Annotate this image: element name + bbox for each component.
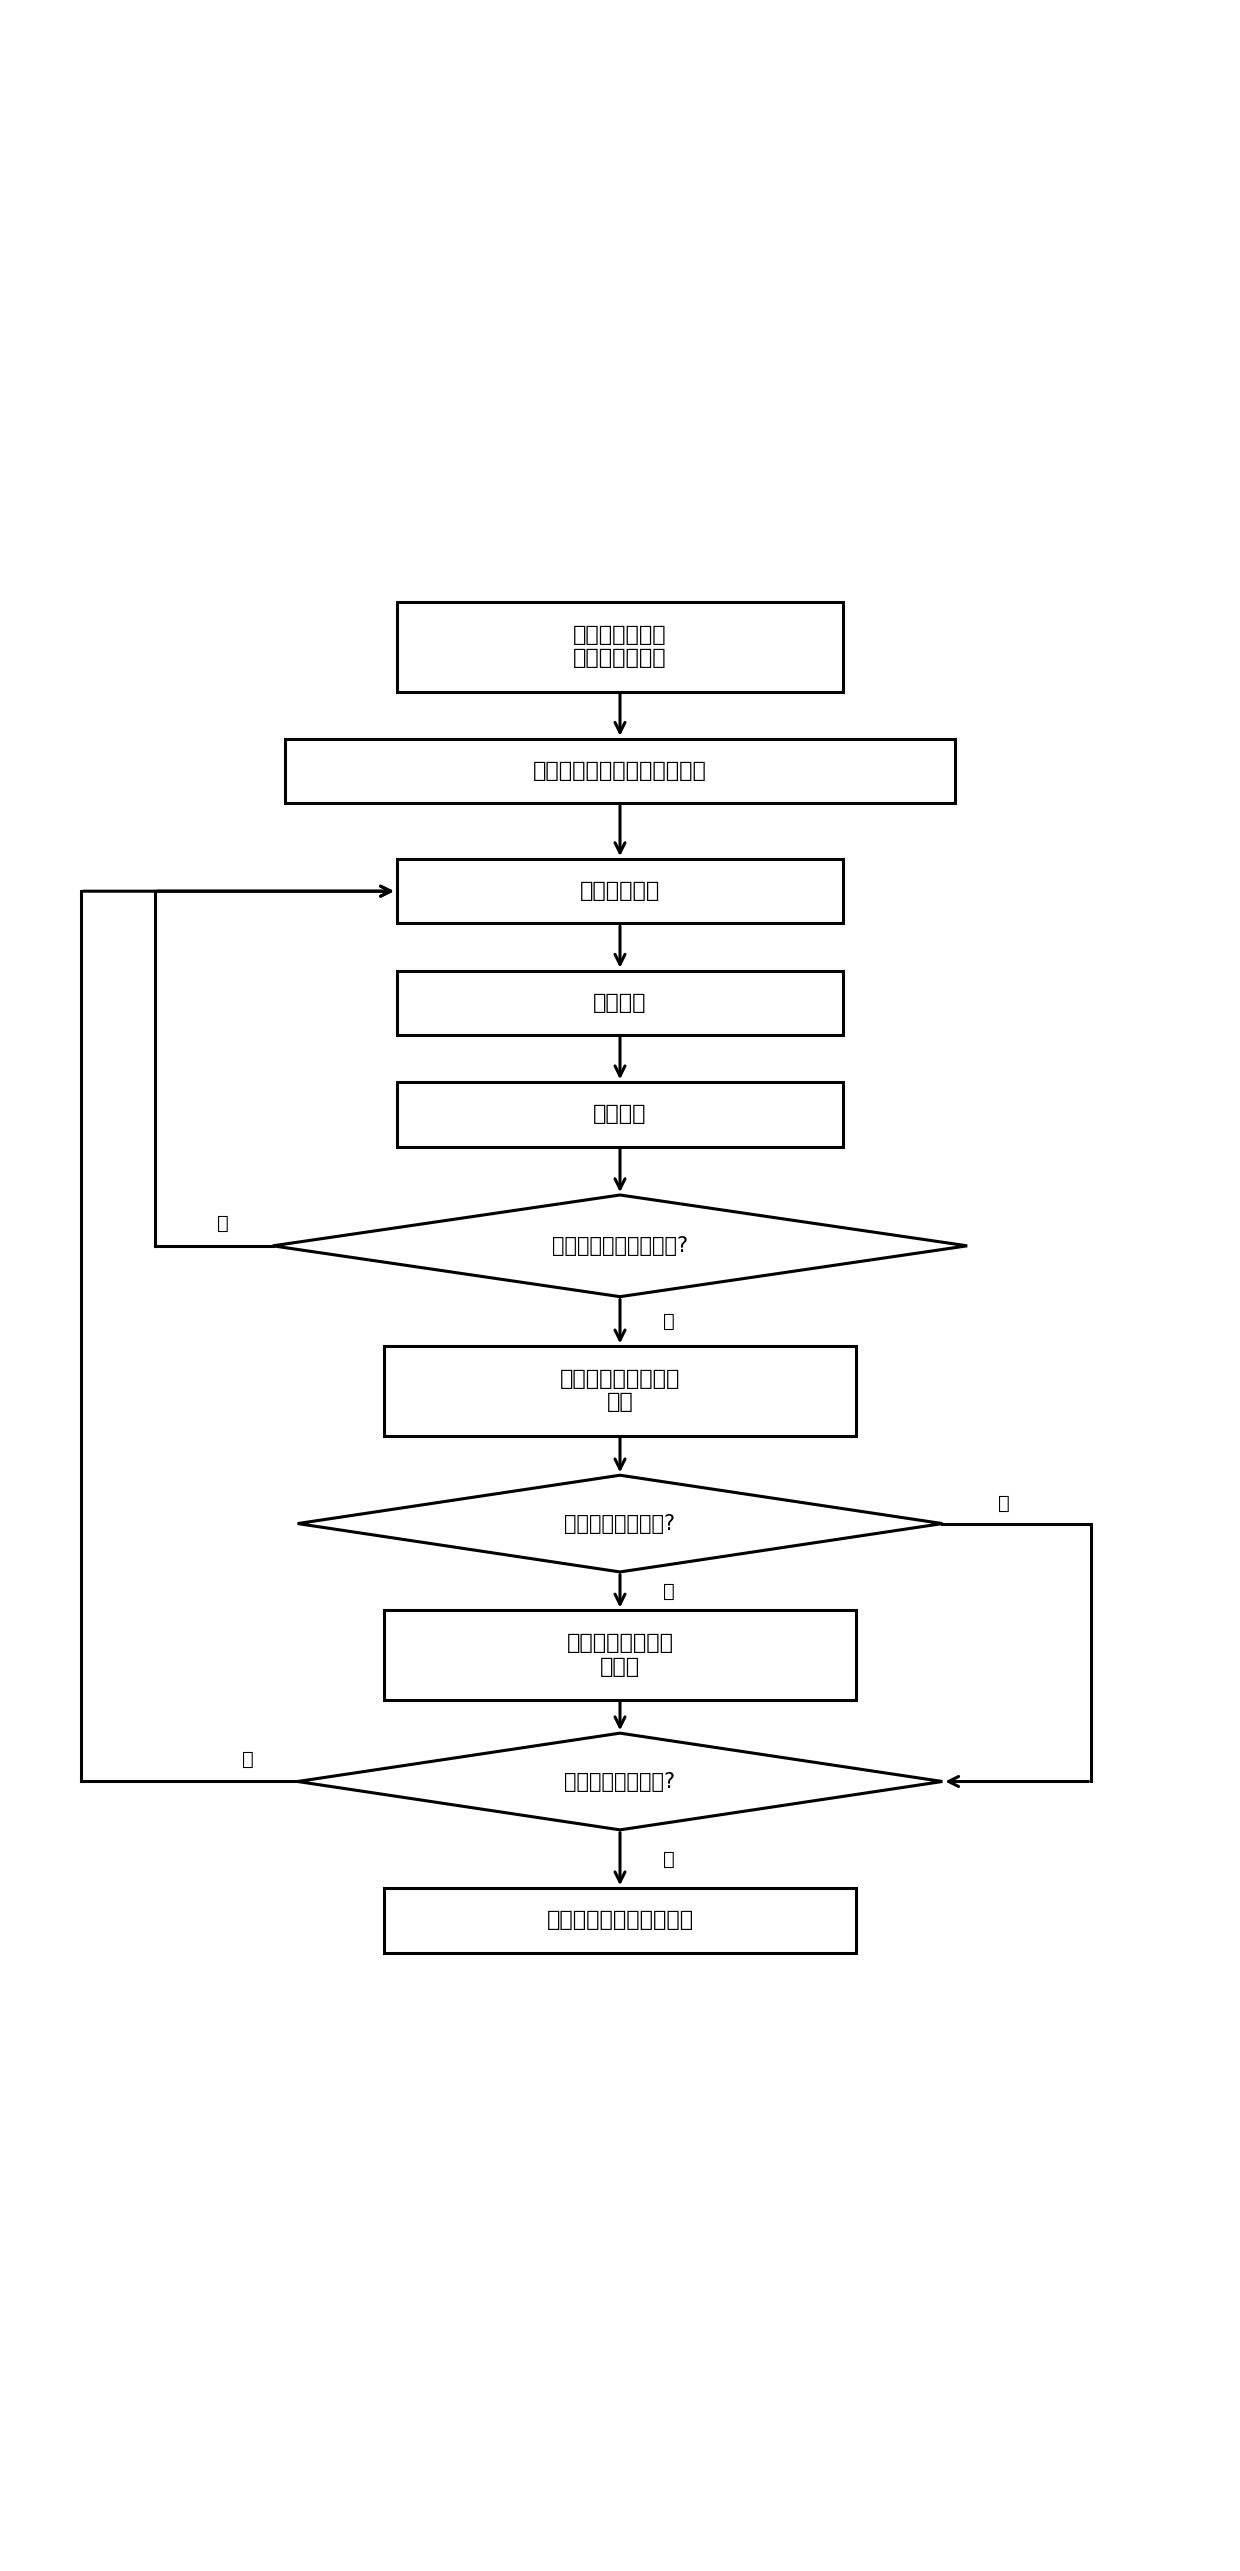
Text: 是: 是	[663, 1311, 675, 1332]
Bar	[397, 602, 843, 692]
Text: 是: 是	[663, 1581, 675, 1602]
Polygon shape	[273, 1196, 967, 1296]
Text: 否: 否	[998, 1494, 1009, 1514]
Bar	[397, 1082, 843, 1147]
Polygon shape	[298, 1476, 942, 1571]
Bar	[397, 969, 843, 1036]
Text: 计算粒子种群的适应度并排序: 计算粒子种群的适应度并排序	[533, 761, 707, 782]
Text: 交叉运算: 交叉运算	[593, 992, 647, 1013]
Text: 变异运算: 变异运算	[593, 1106, 647, 1124]
Text: 子种群间信息交互
和更新: 子种群间信息交互 和更新	[567, 1633, 673, 1676]
Text: 初始化运行参数
初始化粒子种群: 初始化运行参数 初始化粒子种群	[573, 625, 667, 668]
Bar	[397, 859, 843, 923]
Bar	[384, 1887, 856, 1951]
Polygon shape	[298, 1733, 942, 1831]
Text: 选择粒子种群: 选择粒子种群	[580, 882, 660, 902]
Bar	[285, 738, 955, 802]
Text: 否: 否	[217, 1214, 229, 1234]
Bar	[384, 1347, 856, 1435]
Text: 是否满足约束条件?: 是否满足约束条件?	[564, 1771, 676, 1792]
Text: 否: 否	[242, 1751, 254, 1769]
Bar	[384, 1609, 856, 1699]
Text: 是: 是	[663, 1849, 675, 1869]
Text: 粒子种群是否运行完毕?: 粒子种群是否运行完毕?	[552, 1237, 688, 1255]
Text: 更新子种群并计算适
应度: 更新子种群并计算适 应度	[559, 1370, 681, 1411]
Text: 输出充电设备的最优配置: 输出充电设备的最优配置	[547, 1910, 693, 1931]
Text: 是否满足更新条件?: 是否满足更新条件?	[564, 1514, 676, 1532]
